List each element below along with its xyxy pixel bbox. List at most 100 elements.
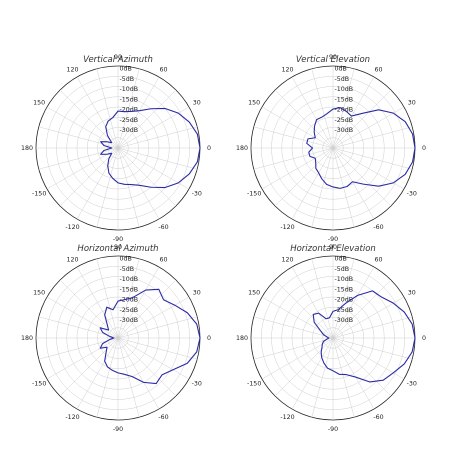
- radiation-pattern-line: [99, 288, 201, 385]
- angle-tick-label: -60: [158, 224, 168, 231]
- radial-db-label: -20dB: [120, 297, 139, 304]
- grid-spoke: [117, 76, 160, 149]
- grid-spoke: [332, 68, 355, 149]
- radial-db-label: -5dB: [335, 76, 350, 83]
- grid-spoke: [311, 337, 334, 418]
- angle-tick-label: -30: [407, 381, 417, 388]
- grid-spoke: [38, 126, 119, 149]
- angle-tick-label: 150: [248, 290, 260, 297]
- radial-db-label: -15dB: [335, 286, 354, 293]
- radial-db-label: -15dB: [120, 96, 139, 103]
- angle-tick-label: 60: [159, 66, 167, 73]
- chart-title: Horizontal Azimuth: [77, 244, 158, 254]
- grid-spoke: [117, 106, 190, 149]
- grid-spoke: [117, 337, 198, 360]
- chart-title: Vertical Azimuth: [83, 55, 153, 65]
- grid-spoke: [311, 258, 334, 339]
- angle-tick-label: 90: [114, 54, 122, 61]
- grid-spoke: [332, 337, 375, 410]
- grid-spoke: [291, 337, 334, 410]
- grid-spoke: [332, 266, 375, 339]
- grid-spoke: [117, 279, 177, 339]
- angle-tick-label: -120: [65, 224, 79, 231]
- radial-db-label: 0dB: [120, 66, 132, 73]
- polar-chart-3: Horizontal Azimuth 0 30 60 90 120 150 180 -150 -1…: [21, 244, 211, 433]
- radial-db-label: -30dB: [120, 127, 139, 134]
- grid-spoke: [332, 147, 413, 170]
- grid-spoke: [76, 76, 119, 149]
- angle-tick-label: 180: [236, 335, 248, 342]
- radial-db-label: -30dB: [120, 317, 139, 324]
- grid-spoke: [59, 279, 119, 339]
- angle-tick-label: 60: [159, 256, 167, 263]
- grid-spoke: [332, 316, 413, 339]
- grid-spoke: [291, 266, 334, 339]
- angle-tick-label: -90: [328, 236, 338, 243]
- angle-tick-label: 0: [207, 145, 211, 152]
- grid-spoke: [117, 147, 190, 190]
- angle-tick-label: -60: [373, 414, 383, 421]
- polar-chart-2: Vertical Elevation 0 30 60 90 120 150 180 -150 -1…: [236, 54, 426, 243]
- angle-tick-label: -150: [32, 381, 46, 388]
- grid-spoke: [332, 147, 375, 220]
- angle-tick-label: 120: [281, 256, 293, 263]
- grid-spoke: [117, 337, 160, 410]
- radiation-pattern-line: [312, 290, 416, 383]
- angle-tick-label: 0: [422, 335, 426, 342]
- grid-spoke: [332, 106, 405, 149]
- radiation-pattern-line: [100, 107, 201, 189]
- angle-tick-label: 30: [408, 100, 416, 107]
- grid-spoke: [117, 337, 177, 397]
- grid-spoke: [59, 147, 119, 207]
- angle-tick-label: -150: [247, 191, 261, 198]
- radial-db-label: -5dB: [120, 76, 135, 83]
- radial-db-label: -20dB: [335, 297, 354, 304]
- grid-spoke: [117, 89, 177, 149]
- grid-spoke: [261, 337, 334, 380]
- grid-spoke: [117, 266, 160, 339]
- grid-spoke: [332, 258, 355, 339]
- grid-spoke: [274, 147, 334, 207]
- radial-db-label: -10dB: [335, 86, 354, 93]
- grid-spoke: [117, 316, 198, 339]
- angle-tick-label: 0: [207, 335, 211, 342]
- grid-spoke: [117, 147, 198, 170]
- angle-tick-label: 150: [33, 290, 45, 297]
- radial-db-label: 0dB: [335, 256, 347, 263]
- grid-spoke: [332, 147, 405, 190]
- grid-spoke: [332, 126, 413, 149]
- radial-db-label: -25dB: [120, 307, 139, 314]
- radial-db-label: -5dB: [335, 266, 350, 273]
- radial-db-label: -20dB: [120, 107, 139, 114]
- grid-spoke: [96, 68, 119, 149]
- grid-spoke: [46, 296, 119, 339]
- grid-spoke: [96, 337, 119, 418]
- radial-db-label: -10dB: [335, 276, 354, 283]
- grid-spoke: [253, 316, 334, 339]
- angle-tick-label: 30: [193, 100, 201, 107]
- grid-spoke: [46, 337, 119, 380]
- angle-tick-label: 150: [248, 100, 260, 107]
- angle-tick-label: -90: [113, 236, 123, 243]
- grid-spoke: [332, 337, 392, 397]
- radial-db-label: -25dB: [335, 117, 354, 124]
- chart-title: Horizontal Elevation: [290, 244, 376, 254]
- grid-spoke: [261, 296, 334, 339]
- angle-tick-label: 60: [374, 66, 382, 73]
- angle-tick-label: 150: [33, 100, 45, 107]
- angle-tick-label: -30: [407, 191, 417, 198]
- angle-tick-label: 0: [422, 145, 426, 152]
- angle-tick-label: 180: [21, 145, 33, 152]
- angle-tick-label: 120: [66, 66, 78, 73]
- grid-spoke: [46, 106, 119, 149]
- grid-spoke: [117, 147, 140, 228]
- grid-spoke: [274, 337, 334, 397]
- radial-db-label: -30dB: [335, 317, 354, 324]
- grid-spoke: [76, 147, 119, 220]
- grid-spoke: [332, 337, 405, 380]
- grid-spoke: [332, 337, 355, 418]
- grid-spoke: [117, 337, 140, 418]
- grid-spoke: [38, 337, 119, 360]
- radial-db-label: -25dB: [120, 117, 139, 124]
- angle-tick-label: 120: [281, 66, 293, 73]
